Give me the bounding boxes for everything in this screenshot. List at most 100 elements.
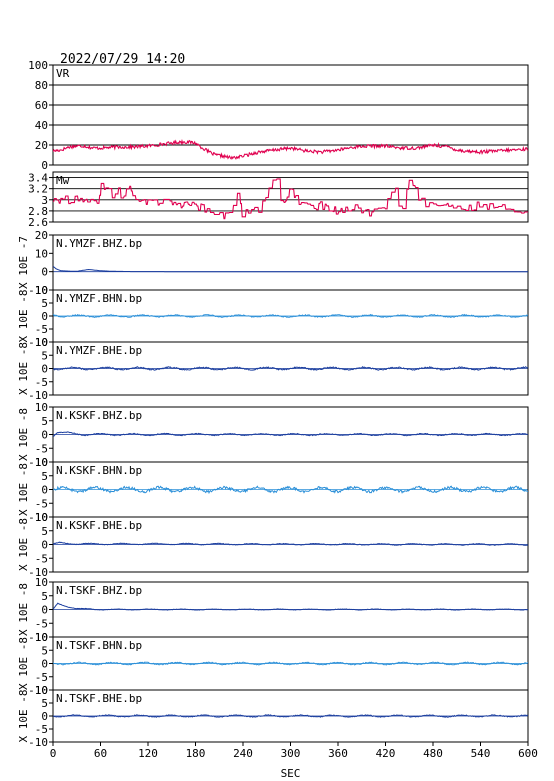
- y-axis-label: X 10E -8: [17, 518, 30, 571]
- y-tick-label: 2.6: [28, 216, 48, 229]
- x-tick-label: 420: [376, 747, 396, 760]
- y-tick-label: -5: [35, 497, 48, 510]
- series-line: [53, 265, 528, 273]
- y-tick-label: -10: [28, 389, 48, 402]
- x-tick-label: 300: [281, 747, 301, 760]
- y-tick-label: 5: [41, 525, 48, 538]
- y-tick-label: 0: [41, 604, 48, 617]
- chart-title: 2022/07/29 14:20: [60, 52, 185, 67]
- panel-label: N.KSKF.BHN.bp: [56, 464, 142, 477]
- y-tick-label: -10: [28, 336, 48, 349]
- y-tick-label: -10: [28, 566, 48, 579]
- panel-label: N.YMZF.BHE.bp: [56, 344, 142, 357]
- panel-label: N.TSKF.BHE.bp: [56, 692, 142, 705]
- y-tick-label: -10: [28, 631, 48, 644]
- y-tick-label: 10: [35, 631, 48, 644]
- panel-label: N.TSKF.BHN.bp: [56, 639, 142, 652]
- y-tick-label: -10: [28, 684, 48, 697]
- y-tick-label: 0: [41, 363, 48, 376]
- panel-label: Mw: [56, 174, 70, 187]
- y-tick-label: 3.2: [28, 183, 48, 196]
- y-tick-label: 0: [41, 429, 48, 442]
- panel-vr: 0 20 40 60 80 100 VR: [28, 59, 529, 172]
- y-axis-label: X 10E -8: [17, 342, 30, 395]
- y-tick-label: 5: [41, 297, 48, 310]
- x-axis-label: SEC: [281, 767, 301, 780]
- y-tick-label: -5: [35, 617, 48, 630]
- y-tick-label: 10: [35, 336, 48, 349]
- y-tick-label: -5: [35, 376, 48, 389]
- x-tick-label: 240: [233, 747, 253, 760]
- series-line: [53, 541, 528, 546]
- series-line: [53, 714, 528, 718]
- y-axis-label: X 10E -8: [17, 583, 30, 636]
- y-tick-label: -5: [35, 442, 48, 455]
- series-line: [53, 485, 528, 495]
- y-tick-label: -5: [35, 671, 48, 684]
- y-tick-label: 10: [35, 576, 48, 589]
- y-tick-label: 10: [35, 284, 48, 297]
- y-tick-label: 0: [41, 159, 48, 172]
- x-tick-label: 0: [50, 747, 57, 760]
- y-tick-label: 10: [35, 401, 48, 414]
- y-tick-label: 60: [35, 99, 48, 112]
- y-tick-label: 3.4: [28, 172, 48, 185]
- y-axis-label: X 10E -7: [17, 236, 30, 289]
- series-line: [53, 313, 528, 319]
- panel-label: N.KSKF.BHZ.bp: [56, 409, 142, 422]
- y-tick-label: -5: [35, 723, 48, 736]
- y-tick-label: 0: [41, 266, 48, 279]
- x-tick-label: 360: [328, 747, 348, 760]
- y-tick-label: 80: [35, 79, 48, 92]
- y-tick-label: -10: [28, 284, 48, 297]
- y-tick-label: 10: [35, 456, 48, 469]
- panel-frame: [52, 171, 529, 223]
- y-tick-label: 5: [41, 590, 48, 603]
- panel-label: VR: [56, 67, 70, 80]
- y-tick-label: 10: [35, 247, 48, 260]
- y-tick-label: 2.8: [28, 205, 48, 218]
- panel-mw: 2.62.833.23.4 Mw: [28, 171, 529, 229]
- panel-frame: [52, 64, 529, 166]
- y-tick-label: 0: [41, 658, 48, 671]
- y-tick-label: 5: [41, 644, 48, 657]
- y-axis-label: X 10E -8: [17, 290, 30, 343]
- y-axis-label: X 10E -8: [17, 690, 30, 743]
- series-line: [53, 178, 528, 220]
- panel-ymzf_bhz: -10 0 10 20 N.YMZF.BHZ.bp X 10E -7: [17, 229, 529, 297]
- x-tick-label: 180: [186, 747, 206, 760]
- panel-label: N.KSKF.BHE.bp: [56, 519, 142, 532]
- series-line: [53, 661, 528, 666]
- y-tick-label: -10: [28, 736, 48, 749]
- y-tick-label: -10: [28, 456, 48, 469]
- x-tick-label: 600: [518, 747, 538, 760]
- y-tick-label: 5: [41, 697, 48, 710]
- x-tick-label: 540: [471, 747, 491, 760]
- y-tick-label: 0: [41, 310, 48, 323]
- y-tick-label: 20: [35, 229, 48, 242]
- x-tick-label: 60: [94, 747, 107, 760]
- y-tick-label: 10: [35, 684, 48, 697]
- y-tick-label: -5: [35, 552, 48, 565]
- x-axis: 0 60 120 180 240 300 360 420 480 540 600: [50, 742, 538, 760]
- y-tick-label: -5: [35, 323, 48, 336]
- y-tick-label: -10: [28, 511, 48, 524]
- panel-label: N.TSKF.BHZ.bp: [56, 584, 142, 597]
- series-line: [53, 138, 528, 160]
- y-tick-label: 10: [35, 511, 48, 524]
- x-tick-label: 120: [138, 747, 158, 760]
- y-tick-label: 20: [35, 139, 48, 152]
- y-tick-label: 0: [41, 539, 48, 552]
- y-axis-label: X 10E -8: [17, 463, 30, 516]
- y-tick-label: 5: [41, 470, 48, 483]
- y-tick-label: 5: [41, 349, 48, 362]
